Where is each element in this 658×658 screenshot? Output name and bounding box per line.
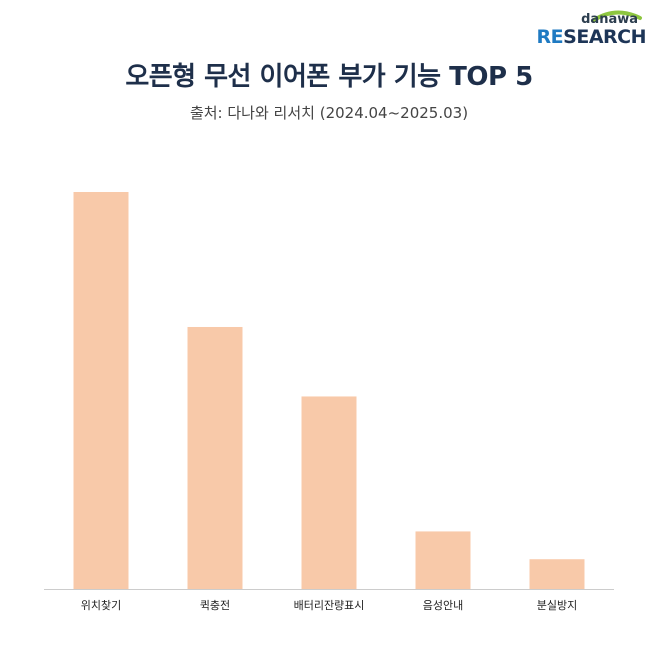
logo-arc-icon	[592, 10, 642, 22]
x-tick-label-4: 음성안내	[423, 599, 463, 612]
x-tick-labels: 위치찾기 퀵충전 배터리잔량표시 음성안내 분실방지	[81, 599, 577, 612]
bar-2	[187, 326, 243, 589]
logo-text-accent: RE	[536, 26, 564, 48]
bar-4	[415, 531, 471, 589]
bar-group	[73, 192, 585, 589]
x-tick-label-1: 위치찾기	[81, 599, 121, 612]
x-tick-label-3: 배터리잔량표시	[294, 599, 365, 612]
danawa-research-logo: danawa RESEARCH	[536, 6, 647, 48]
chart-subtitle: 출처: 다나와 리서치 (2024.04~2025.03)	[189, 104, 469, 122]
x-tick-label-2: 퀵충전	[200, 599, 230, 612]
logo-text-top: danawa	[581, 12, 638, 27]
chart-title: 오픈형 무선 이어폰 부가 기능 TOP 5	[125, 62, 533, 92]
x-tick-label-5: 분실방지	[537, 599, 577, 612]
bar-1	[73, 192, 129, 589]
logo-text-bottom: RESEARCH	[536, 26, 647, 48]
logo-text-rest: SEARCH	[563, 26, 646, 48]
bar-3	[301, 396, 357, 589]
bar-5	[529, 559, 585, 589]
